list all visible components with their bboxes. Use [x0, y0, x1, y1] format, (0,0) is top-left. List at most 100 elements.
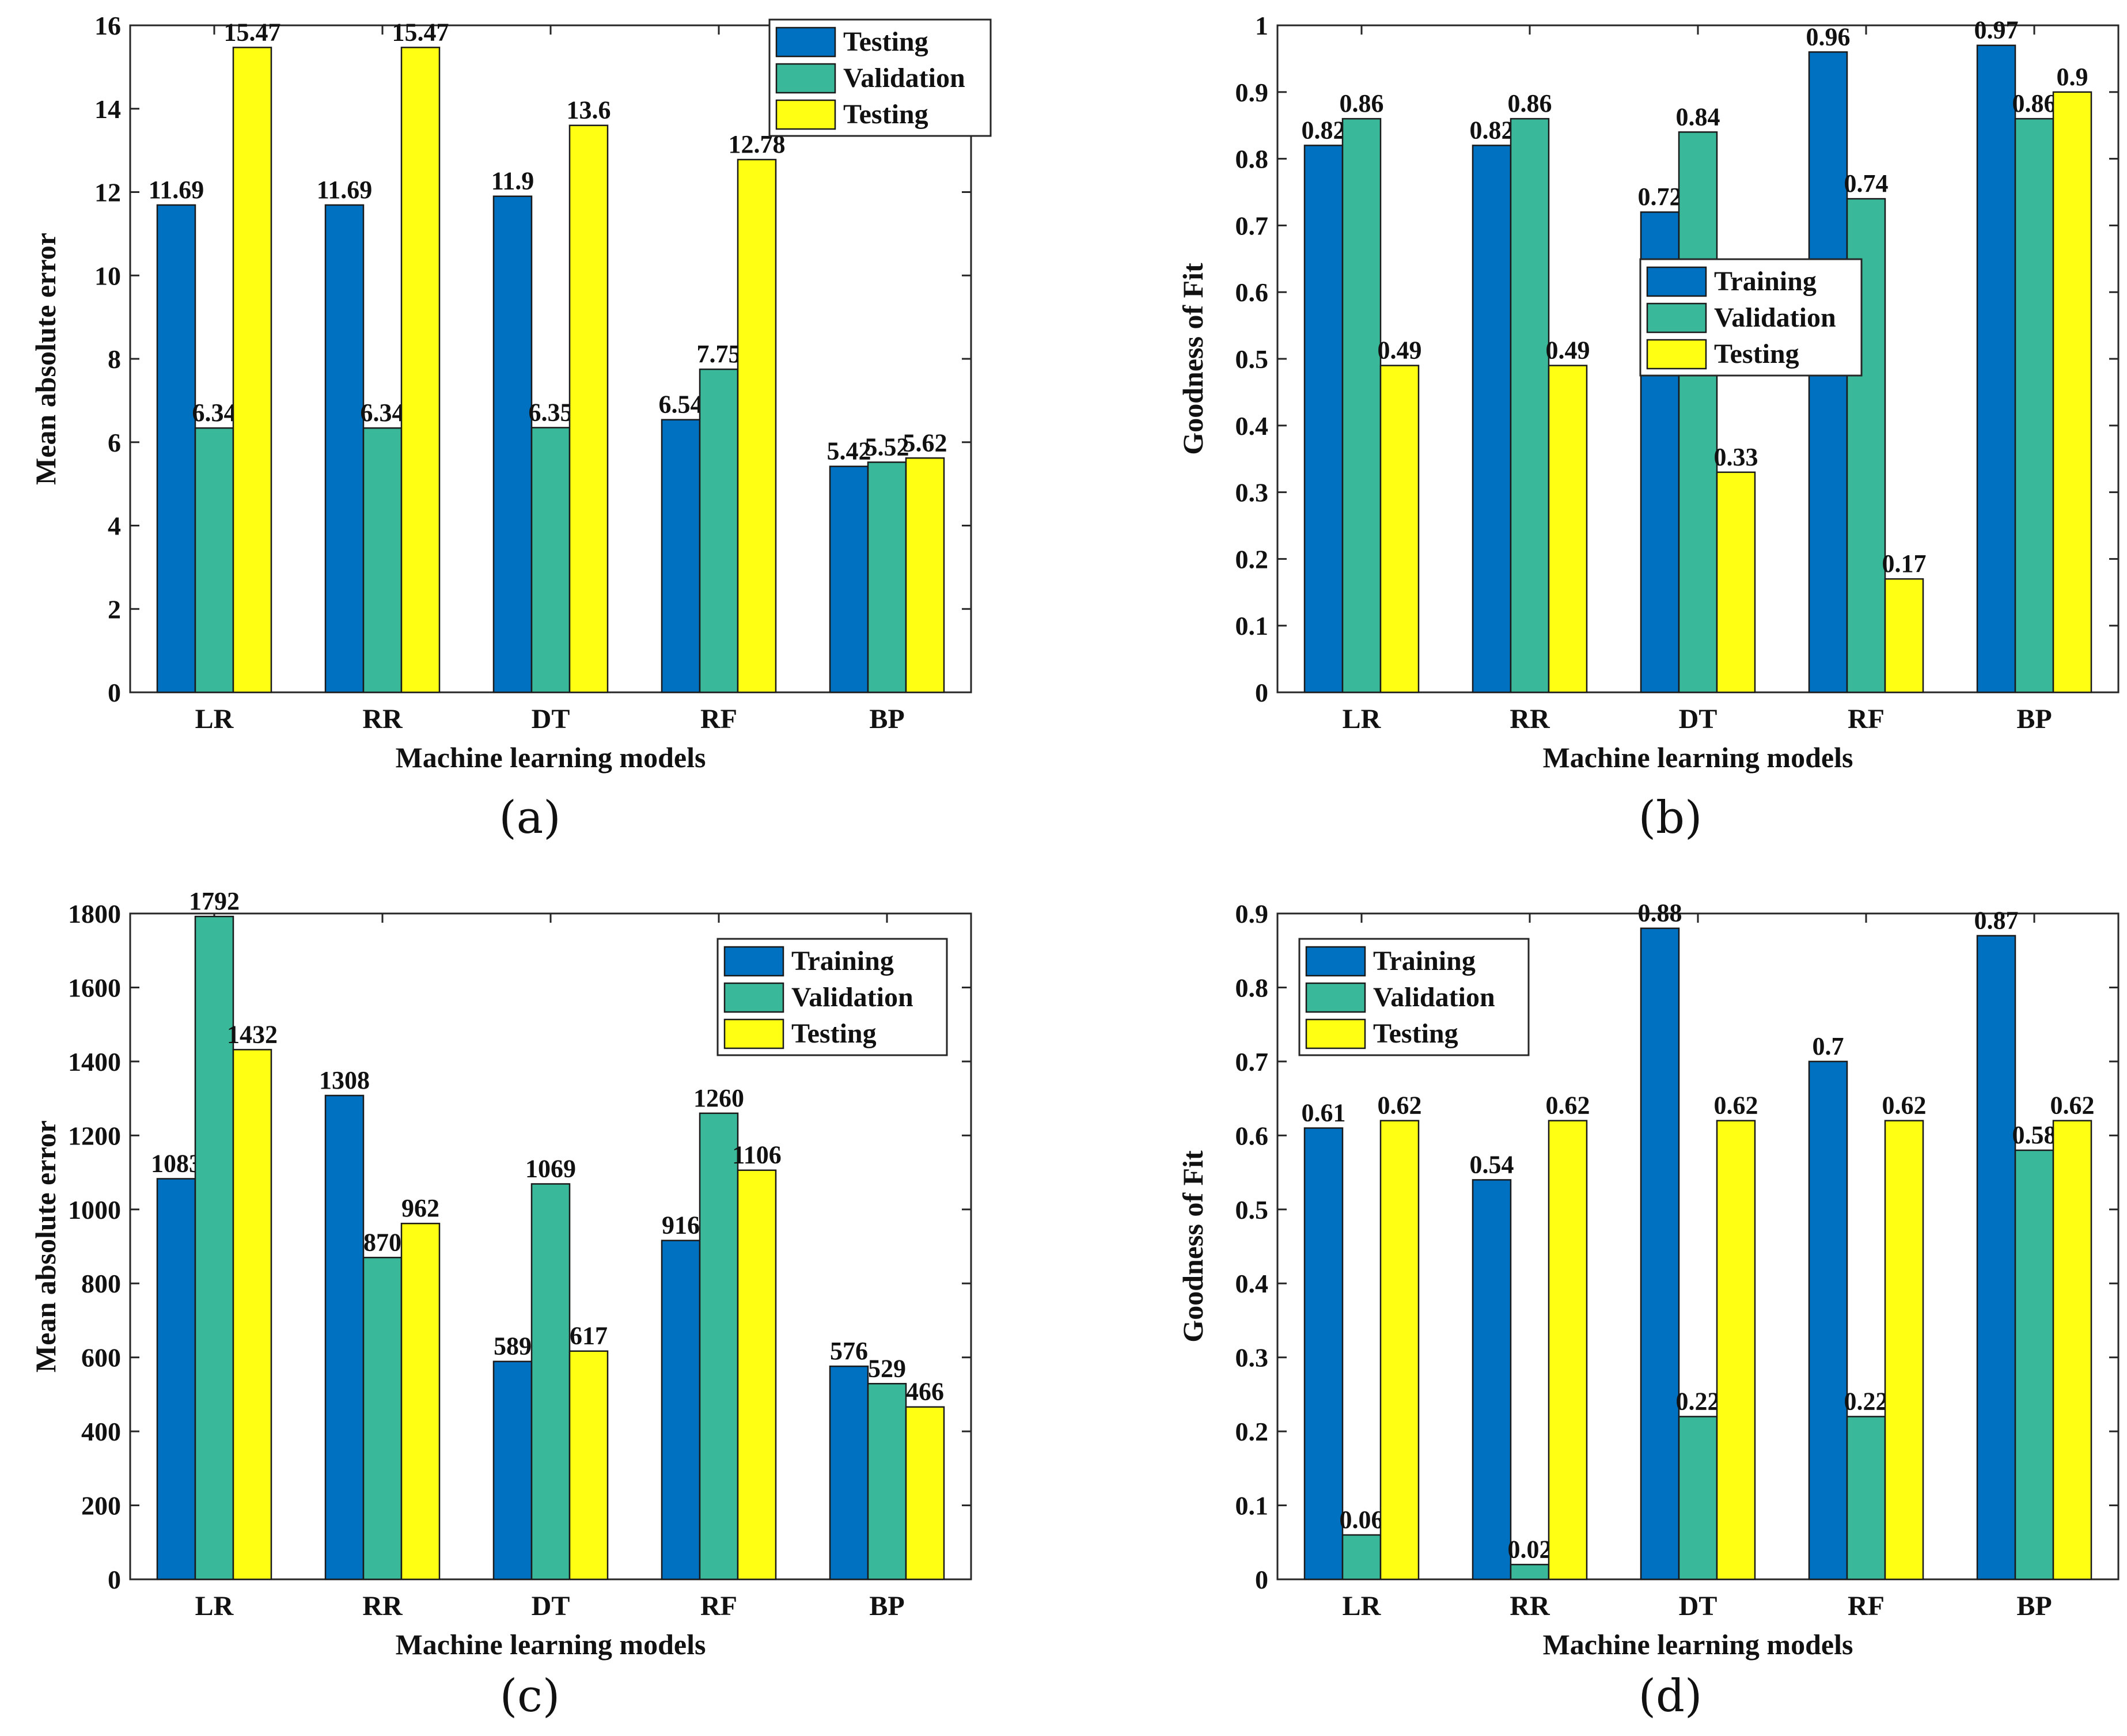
bar-validation-lr — [1341, 117, 1382, 693]
bar-testing-bp — [905, 457, 945, 693]
data-label: 0.58 — [2012, 1121, 2057, 1149]
bar-testing-bp — [2052, 91, 2092, 693]
data-label: 576 — [830, 1337, 868, 1365]
legend-label: Training — [1714, 266, 1817, 297]
bar-training-rr — [1472, 1179, 1512, 1580]
bar-testing-dt — [492, 195, 533, 693]
data-label: 6.34 — [192, 399, 237, 427]
bar-training-lr — [156, 1178, 196, 1580]
data-label: 589 — [494, 1332, 532, 1360]
bar-validation-bp — [2014, 117, 2054, 693]
legend-label: Testing — [843, 99, 928, 130]
data-label: 0.88 — [1638, 899, 1682, 927]
y-axis-title: Goodness of Fit — [1177, 263, 1209, 455]
data-label: 11.69 — [317, 176, 373, 204]
y-tick-label: 0.4 — [1235, 411, 1269, 441]
legend-swatch — [723, 982, 784, 1013]
bar-testing-bp — [829, 465, 869, 693]
data-label: 1792 — [189, 887, 240, 915]
data-label: 15.47 — [224, 18, 281, 46]
y-tick-label: 0.2 — [1235, 1417, 1269, 1446]
y-tick-label: 4 — [108, 511, 121, 541]
y-tick-label: 8 — [108, 344, 121, 374]
bar-testing-bp — [2052, 1120, 2092, 1580]
bar-validation-rr — [1510, 1564, 1550, 1580]
bar-training-dt — [492, 1360, 533, 1580]
bar-testing-lr — [232, 47, 272, 693]
data-label: 0.72 — [1638, 183, 1682, 211]
bar-validation-rf — [1846, 1416, 1886, 1580]
bar-testing-rr — [1548, 365, 1588, 693]
data-label: 0.84 — [1676, 103, 1720, 131]
legend-swatch — [1646, 339, 1707, 370]
bar-training-bp — [829, 1365, 869, 1580]
data-label: 0.62 — [1378, 1091, 1422, 1120]
data-label: 5.52 — [865, 433, 909, 461]
bar-training-rf — [661, 1240, 701, 1580]
y-axis-title: Mean absolute error — [29, 1120, 62, 1373]
bar-testing-rr — [324, 204, 365, 693]
chart-c: 0 200 400 600 800 1000 1200 1400 1600 1800 LR 1083 1… — [29, 887, 972, 1661]
y-axis-title: Goodness of Fit — [1177, 1150, 1209, 1343]
y-tick-label: 0.9 — [1235, 78, 1269, 107]
caption-a: (a) — [499, 792, 561, 844]
x-axis-title: Machine learning models — [1543, 741, 1853, 774]
x-tick-label: LR — [1343, 704, 1382, 734]
chart-d: 0 0.1 0.2 0.3 0.4 0.5 0.6 0.7 0.8 0.9 LR 0.61 0.06 0.… — [1177, 899, 2120, 1661]
y-tick-label: 0.4 — [1235, 1269, 1269, 1298]
chart-panel-d: 0 0.1 0.2 0.3 0.4 0.5 0.6 0.7 0.8 0.9 LR 0.61 0.06 0.… — [1063, 870, 2126, 1665]
data-label: 5.42 — [827, 437, 871, 465]
bar-training-rr — [324, 1094, 365, 1580]
x-tick-label: RF — [700, 1591, 737, 1621]
data-label: 962 — [401, 1194, 439, 1222]
x-tick-label: RF — [1848, 704, 1885, 734]
legend-label: Testing — [1714, 339, 1799, 369]
x-tick-label: RR — [362, 1591, 403, 1621]
x-tick-label: RR — [362, 704, 403, 734]
legend-label: Validation — [843, 63, 965, 93]
data-label: 0.54 — [1470, 1150, 1514, 1178]
y-tick-label: 2 — [108, 594, 121, 624]
data-label: 0.86 — [1508, 89, 1552, 117]
legend-swatch — [723, 946, 784, 977]
y-tick-label: 1200 — [68, 1121, 121, 1150]
y-tick-label: 600 — [81, 1343, 121, 1373]
data-label: 0.22 — [1844, 1387, 1889, 1415]
y-tick-label: 12 — [94, 178, 121, 207]
x-tick-label: LR — [195, 1591, 234, 1621]
data-label: 1106 — [732, 1141, 782, 1169]
data-label: 6.54 — [659, 391, 703, 419]
x-tick-label: BP — [869, 1591, 904, 1621]
data-label: 529 — [868, 1354, 906, 1382]
y-tick-label: 0.1 — [1235, 611, 1269, 640]
y-tick-label: 10 — [94, 261, 121, 290]
chart-a: 0 2 4 6 8 10 12 14 16 LR 11.69 6.34 15.47 RR 11.69 6.34… — [29, 11, 992, 774]
caption-c: (c) — [499, 1670, 560, 1722]
data-label: 0.97 — [1974, 16, 2019, 44]
legend-swatch — [1305, 946, 1366, 977]
caption-b: (b) — [1638, 792, 1703, 844]
legend-label: Validation — [1373, 982, 1495, 1013]
bar-validation-bp — [2014, 1149, 2054, 1580]
data-label: 1432 — [227, 1020, 278, 1048]
data-label: 1083 — [151, 1149, 202, 1177]
bar-validation-bp — [867, 1383, 907, 1580]
data-label: 0.7 — [1813, 1032, 1844, 1060]
data-label: 6.34 — [361, 399, 405, 427]
data-label: 1308 — [319, 1066, 370, 1094]
y-tick-label: 1600 — [68, 973, 121, 1002]
bar-validation-dt — [1678, 131, 1718, 693]
bar-training-dt — [1640, 927, 1680, 1580]
data-label: 0.86 — [2012, 89, 2057, 117]
data-label: 0.86 — [1340, 89, 1384, 117]
x-axis-title: Machine learning models — [396, 1628, 706, 1661]
bar-validation-rf — [699, 368, 739, 693]
bar-training-bp — [1976, 935, 2016, 1580]
legend-label: Validation — [791, 982, 913, 1013]
x-tick-label: RR — [1510, 1591, 1550, 1621]
y-tick-label: 0.6 — [1235, 1121, 1269, 1150]
bar-validation-rr — [1510, 117, 1550, 693]
bar-validation-rr — [362, 427, 403, 693]
data-label: 0.62 — [2050, 1091, 2095, 1120]
bar-testing-lr — [232, 1049, 272, 1580]
